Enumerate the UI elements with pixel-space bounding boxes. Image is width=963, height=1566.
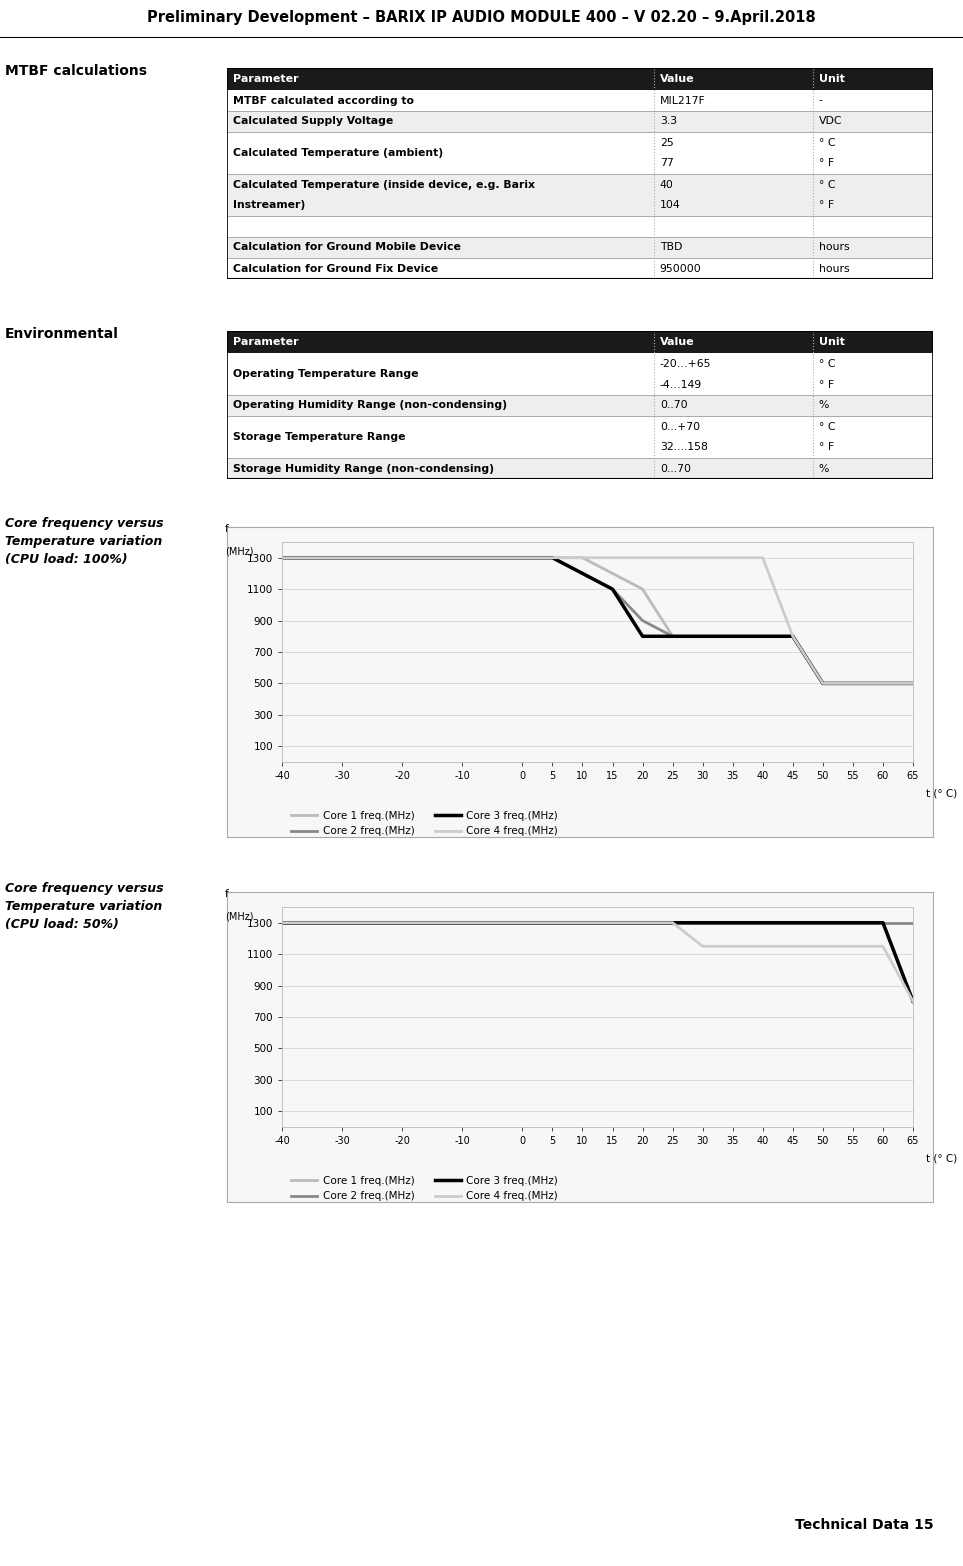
Text: f: f (225, 525, 229, 534)
Text: ° F: ° F (819, 379, 834, 390)
Text: 950000: 950000 (660, 263, 701, 274)
Text: VDC: VDC (819, 116, 842, 127)
Text: 25: 25 (660, 138, 673, 147)
Legend: Core 1 freq.(MHz), Core 2 freq.(MHz), Core 3 freq.(MHz), Core 4 freq.(MHz): Core 1 freq.(MHz), Core 2 freq.(MHz), Co… (287, 806, 562, 841)
Text: Calculation for Ground Mobile Device: Calculation for Ground Mobile Device (233, 243, 460, 252)
Text: Storage Temperature Range: Storage Temperature Range (233, 432, 405, 442)
Text: (MHz): (MHz) (225, 547, 253, 556)
Text: Calculation for Ground Fix Device: Calculation for Ground Fix Device (233, 263, 438, 274)
Text: %: % (819, 464, 829, 473)
Bar (227, 174, 933, 216)
Text: ° C: ° C (819, 359, 835, 368)
Text: Technical Data 15: Technical Data 15 (795, 1517, 934, 1532)
Text: -: - (819, 96, 822, 105)
Text: 32....158: 32....158 (660, 443, 708, 453)
Text: Parameter: Parameter (233, 74, 299, 85)
Text: 40: 40 (660, 180, 674, 189)
Text: ° C: ° C (819, 421, 835, 432)
Text: Calculated Temperature (ambient): Calculated Temperature (ambient) (233, 149, 443, 158)
Text: Value: Value (660, 74, 694, 85)
Text: (MHz): (MHz) (225, 911, 253, 921)
Text: MTBF calculated according to: MTBF calculated according to (233, 96, 414, 105)
Text: Instreamer): Instreamer) (233, 200, 305, 210)
Bar (227, 67, 933, 89)
Text: ° C: ° C (819, 138, 835, 147)
Bar (227, 395, 933, 417)
Text: 0...70: 0...70 (660, 464, 690, 473)
Bar (227, 352, 933, 395)
Text: ° C: ° C (819, 180, 835, 189)
Text: ° F: ° F (819, 158, 834, 169)
Text: MIL217F: MIL217F (660, 96, 706, 105)
Text: -20…+65: -20…+65 (660, 359, 712, 368)
Text: t (° C): t (° C) (925, 1154, 957, 1164)
Bar (227, 457, 933, 479)
Text: Operating Humidity Range (non-condensing): Operating Humidity Range (non-condensing… (233, 401, 507, 410)
Text: Core frequency versus
Temperature variation
(CPU load: 100%): Core frequency versus Temperature variat… (5, 517, 164, 565)
Text: Calculated Supply Voltage: Calculated Supply Voltage (233, 116, 393, 127)
Text: 0...+70: 0...+70 (660, 421, 700, 432)
Text: 0..70: 0..70 (660, 401, 688, 410)
Text: ° F: ° F (819, 443, 834, 453)
Bar (227, 236, 933, 258)
Text: Operating Temperature Range: Operating Temperature Range (233, 370, 418, 379)
Text: Calculated Temperature (inside device, e.g. Barix: Calculated Temperature (inside device, e… (233, 180, 534, 189)
Text: 77: 77 (660, 158, 673, 169)
Text: t (° C): t (° C) (925, 788, 957, 799)
Text: Unit: Unit (819, 337, 845, 348)
Text: TBD: TBD (660, 243, 682, 252)
Text: Storage Humidity Range (non-condensing): Storage Humidity Range (non-condensing) (233, 464, 494, 473)
Bar (227, 132, 933, 174)
Text: hours: hours (819, 243, 849, 252)
Text: Core frequency versus
Temperature variation
(CPU load: 50%): Core frequency versus Temperature variat… (5, 882, 164, 932)
Text: %: % (819, 401, 829, 410)
Text: ° F: ° F (819, 200, 834, 210)
Text: hours: hours (819, 263, 849, 274)
Text: Preliminary Development – BARIX IP AUDIO MODULE 400 – V 02.20 – 9.April.2018: Preliminary Development – BARIX IP AUDIO… (147, 9, 816, 25)
Text: f: f (225, 889, 229, 899)
Text: Unit: Unit (819, 74, 845, 85)
Bar (227, 417, 933, 457)
Legend: Core 1 freq.(MHz), Core 2 freq.(MHz), Core 3 freq.(MHz), Core 4 freq.(MHz): Core 1 freq.(MHz), Core 2 freq.(MHz), Co… (287, 1171, 562, 1206)
Bar (227, 258, 933, 279)
Text: MTBF calculations: MTBF calculations (5, 64, 147, 78)
Bar (227, 111, 933, 132)
Text: -4…149: -4…149 (660, 379, 702, 390)
Text: Environmental: Environmental (5, 327, 118, 341)
Bar (227, 216, 933, 236)
Text: Parameter: Parameter (233, 337, 299, 348)
Bar (227, 330, 933, 352)
Bar (227, 89, 933, 111)
Text: 104: 104 (660, 200, 681, 210)
Text: 3.3: 3.3 (660, 116, 677, 127)
Text: Value: Value (660, 337, 694, 348)
